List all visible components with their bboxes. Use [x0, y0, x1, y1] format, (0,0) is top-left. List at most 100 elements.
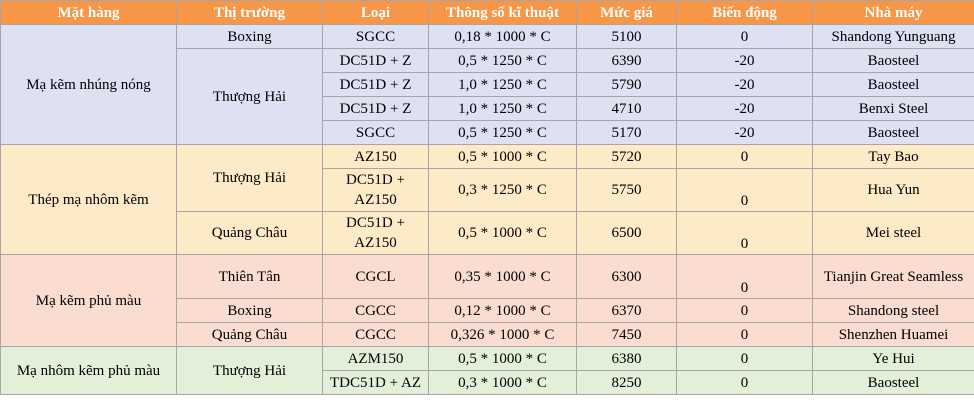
- spec-cell: 0,5 * 1000 * C: [428, 144, 577, 169]
- change-cell: -20: [676, 72, 813, 97]
- change-cell: 0: [676, 298, 813, 323]
- header-cell: Nhà máy: [812, 0, 974, 25]
- type-text: DC51D + Z: [339, 76, 412, 93]
- factory-text: Hua Yun: [867, 182, 920, 198]
- change-cell: 0: [676, 144, 813, 169]
- price-cell: 5720: [576, 144, 677, 169]
- change-cell: -20: [676, 48, 813, 73]
- factory-cell: Tianjin Great Seamless: [812, 254, 974, 299]
- type-text: DC51D + Z: [339, 52, 412, 69]
- factory-text: Ye Hui: [872, 350, 915, 367]
- price-cell: 6370: [576, 298, 677, 323]
- spec-cell: 0,3 * 1250 * C: [428, 168, 577, 212]
- header-row: Mặt hàng Thị trường Loại Thông số kĩ thuật M…: [0, 0, 974, 25]
- header-cell: Biến động: [676, 0, 813, 25]
- price-cell: 5750: [576, 168, 677, 212]
- price-cell: 5170: [576, 120, 677, 145]
- factory-text: Tianjin Great Seamless: [823, 268, 964, 285]
- type-cell: TDC51D + AZ: [322, 370, 429, 395]
- factory-cell: Shandong steel: [812, 298, 974, 323]
- table-row: Mạ kẽm phủ màu Thiên Tân CGCL 0,35 * 1000 *…: [0, 254, 974, 347]
- table-row: Mạ kẽm nhúng nóng Boxing SGCC 0,18 * 1000 *…: [0, 24, 974, 145]
- type-cell: DC51D + Z: [322, 48, 429, 73]
- factory-cell: Baosteel: [812, 370, 974, 395]
- type-text: SGCC: [355, 28, 396, 45]
- market-cell: Quảng Châu: [176, 322, 323, 347]
- type-text: CGCL: [355, 268, 396, 285]
- factory-cell: Baosteel: [812, 48, 974, 73]
- factory-text: Shenzhen Huamei: [838, 326, 949, 343]
- table-body: Mạ kẽm nhúng nóng Boxing SGCC 0,18 * 1000 *…: [0, 24, 974, 395]
- change-cell: 0: [676, 254, 813, 299]
- type-text: DC51D + AZ150: [346, 215, 405, 251]
- spec-cell: 0,326 * 1000 * C: [428, 322, 577, 347]
- factory-cell: Shenzhen Huamei: [812, 322, 974, 347]
- header-cell: Loại: [322, 0, 429, 25]
- price-cell: 5100: [576, 24, 677, 49]
- type-cell: SGCC: [322, 120, 429, 145]
- price-cell: 6380: [576, 346, 677, 371]
- factory-cell: Baosteel: [812, 72, 974, 97]
- spec-cell: 1,0 * 1250 * C: [428, 96, 577, 121]
- factory-cell: Hua Yun: [812, 168, 974, 212]
- change-cell: 0: [676, 168, 813, 212]
- type-cell: SGCC: [322, 24, 429, 49]
- type-text: DC51D + Z: [339, 100, 412, 117]
- change-cell: 0: [676, 211, 813, 255]
- market-cell: Thượng Hải: [176, 346, 323, 395]
- spec-cell: 0,18 * 1000 * C: [428, 24, 577, 49]
- price-cell: 6390: [576, 48, 677, 73]
- factory-text: Mei steel: [865, 225, 922, 241]
- spec-cell: 0,12 * 1000 * C: [428, 298, 577, 323]
- market-cell: Thượng Hải: [176, 48, 323, 145]
- change-cell: -20: [676, 120, 813, 145]
- type-text: TDC51D + AZ: [330, 374, 421, 391]
- price-cell: 6300: [576, 254, 677, 299]
- factory-text: Shandong steel: [847, 302, 940, 319]
- type-cell: DC51D + Z: [322, 96, 429, 121]
- table-row: Thượng Hải DC51D + Z 0,5 * 1250 * C 6390 -20…: [0, 48, 974, 145]
- header-cell: Mặt hàng: [0, 0, 177, 25]
- change-cell: -20: [676, 96, 813, 121]
- product-cell: Mạ kẽm nhúng nóng: [0, 24, 177, 145]
- market-cell: Quảng Châu: [176, 211, 323, 255]
- factory-text: Tay Bao: [868, 148, 919, 165]
- type-text: AZ150: [354, 148, 397, 165]
- change-cell: 0: [676, 322, 813, 347]
- factory-text: Benxi Steel: [858, 100, 929, 117]
- type-cell: DC51D + AZ150: [322, 211, 429, 255]
- factory-cell: Baosteel: [812, 120, 974, 145]
- header-cell: Mức giá: [576, 0, 677, 25]
- factory-cell: Benxi Steel: [812, 96, 974, 121]
- type-cell: DC51D + AZ150: [322, 168, 429, 212]
- factory-cell: Shandong Yunguang: [812, 24, 974, 49]
- factory-text: Baosteel: [867, 76, 920, 93]
- header-cell: Thông số kĩ thuật: [428, 0, 577, 25]
- factory-text: Baosteel: [867, 52, 920, 69]
- table-row: Mạ nhôm kẽm phủ màu Thượng Hải AZM150 0,5 *…: [0, 346, 974, 395]
- table-row: Thép mạ nhôm kẽm Thượng Hải AZ150 0,5 * 100…: [0, 144, 974, 255]
- change-cell: 0: [676, 370, 813, 395]
- market-cell: Boxing: [176, 24, 323, 49]
- type-text: SGCC: [355, 124, 396, 141]
- price-cell: 4710: [576, 96, 677, 121]
- factory-cell: Tay Bao: [812, 144, 974, 169]
- spec-cell: 0,35 * 1000 * C: [428, 254, 577, 299]
- type-cell: AZM150: [322, 346, 429, 371]
- type-text: CGCC: [355, 302, 396, 319]
- price-cell: 7450: [576, 322, 677, 347]
- spec-cell: 0,5 * 1250 * C: [428, 120, 577, 145]
- change-cell: 0: [676, 346, 813, 371]
- spec-cell: 0,3 * 1000 * C: [428, 370, 577, 395]
- market-cell: Boxing: [176, 298, 323, 323]
- type-cell: AZ150: [322, 144, 429, 169]
- change-cell: 0: [676, 24, 813, 49]
- market-cell: Thiên Tân: [176, 254, 323, 299]
- market-cell: Thượng Hải: [176, 144, 323, 212]
- price-cell: 8250: [576, 370, 677, 395]
- type-cell: CGCC: [322, 322, 429, 347]
- price-cell: 6500: [576, 211, 677, 255]
- product-cell: Mạ nhôm kẽm phủ màu: [0, 346, 177, 395]
- factory-cell: Mei steel: [812, 211, 974, 255]
- product-cell: Thép mạ nhôm kẽm: [0, 144, 177, 255]
